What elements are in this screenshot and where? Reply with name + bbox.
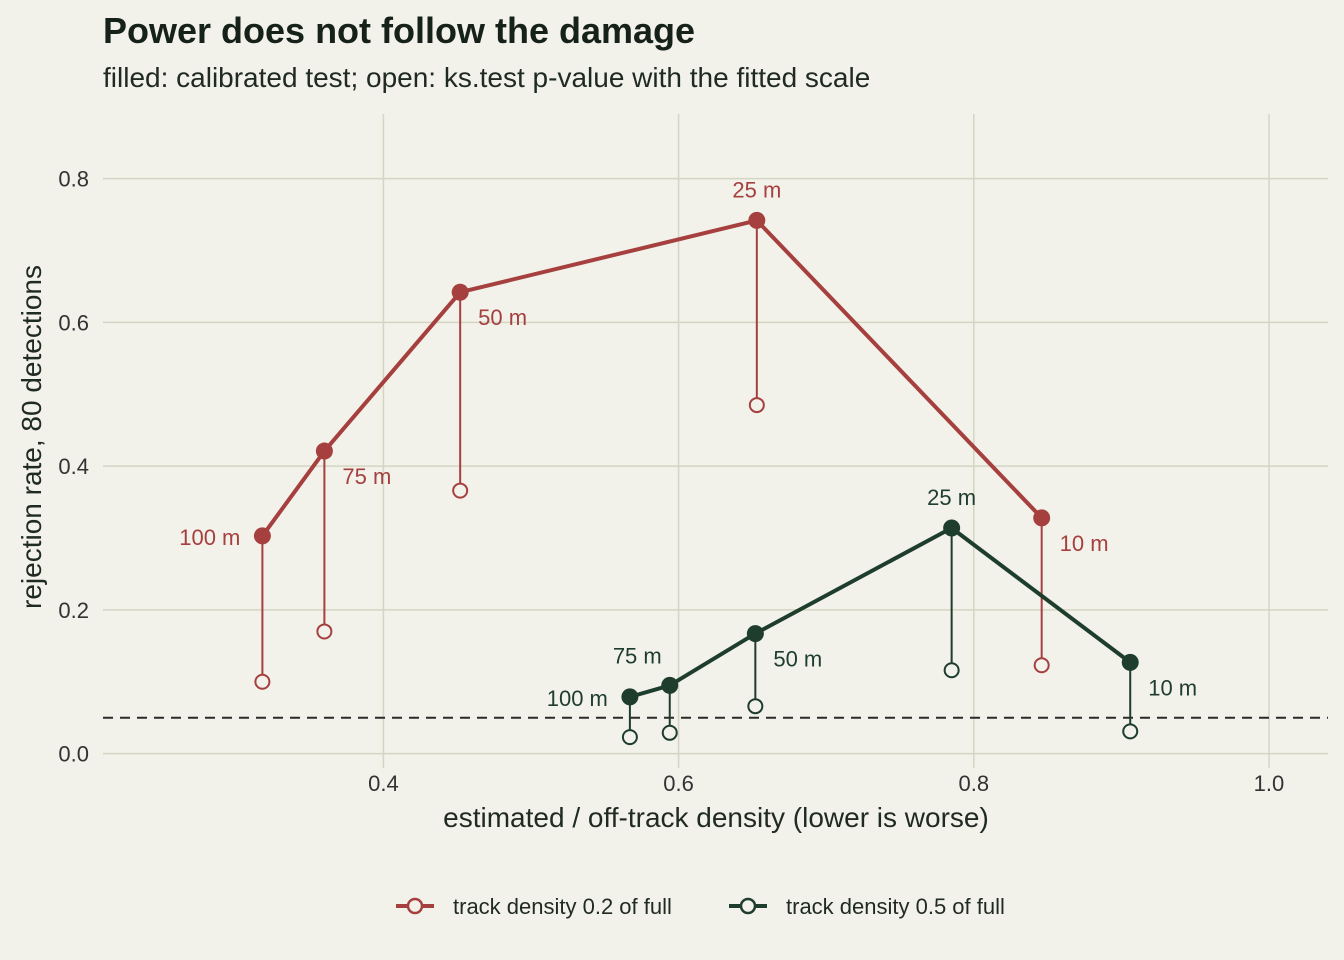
calibrated-point — [746, 625, 764, 643]
ks-point — [661, 724, 678, 741]
calibrated-point — [661, 676, 679, 694]
y-tick-label: 0.4 — [58, 454, 89, 479]
y-tick-label: 0.6 — [58, 310, 89, 335]
x-tick-label: 1.0 — [1254, 771, 1285, 796]
ks-point — [943, 662, 960, 679]
chart-subtitle: filled: calibrated test; open: ks.test p… — [103, 62, 871, 93]
x-tick-label: 0.8 — [958, 771, 989, 796]
tick-labels: 0.4 0.6 0.8 1.0 0.0 0.2 0.4 0.6 0.8 — [58, 167, 1284, 796]
y-tick-label: 0.0 — [58, 742, 89, 767]
point-label: 25 m — [927, 485, 976, 510]
ks-point — [748, 397, 765, 414]
legend-key-marker — [406, 897, 424, 915]
chart-title: Power does not follow the damage — [103, 10, 696, 51]
ks-point — [452, 482, 469, 499]
series-line — [629, 526, 1132, 699]
series-lines — [260, 218, 1132, 699]
point-label: 75 m — [613, 643, 662, 668]
calibrated-point — [315, 442, 333, 460]
legend-key-marker — [739, 897, 757, 915]
x-tick-label: 0.6 — [663, 771, 694, 796]
ks-point — [254, 673, 271, 690]
calibrated-point — [621, 688, 639, 706]
point-label: 100 m — [547, 686, 608, 711]
calibrated-point — [253, 527, 271, 545]
legend-label: track density 0.2 of full — [453, 894, 672, 919]
stems — [261, 220, 1132, 738]
y-tick-label: 0.8 — [58, 167, 89, 192]
ks-point — [1122, 723, 1139, 740]
point-label: 50 m — [478, 305, 527, 330]
legend-label: track density 0.5 of full — [786, 894, 1005, 919]
calibrated-point — [748, 211, 766, 229]
x-axis-title: estimated / off-track density (lower is … — [443, 802, 989, 833]
x-tick-label: 0.4 — [368, 771, 399, 796]
legend: track density 0.2 of full track density 0… — [396, 894, 1005, 919]
point-label: 50 m — [773, 647, 822, 672]
point-label: 100 m — [179, 525, 240, 550]
y-axis-title: rejection rate, 80 detections — [16, 265, 47, 609]
point-label: 75 m — [342, 464, 391, 489]
point-label: 10 m — [1060, 531, 1109, 556]
points — [253, 211, 1139, 746]
ks-point — [1033, 657, 1050, 674]
point-label: 25 m — [732, 177, 781, 202]
point-label: 10 m — [1148, 675, 1197, 700]
ks-point — [316, 623, 333, 640]
calibrated-point — [1033, 509, 1051, 527]
calibrated-point — [451, 283, 469, 301]
grid — [103, 114, 1328, 768]
ks-point — [621, 729, 638, 746]
y-tick-label: 0.2 — [58, 598, 89, 623]
calibrated-point — [1121, 653, 1139, 671]
calibrated-point — [943, 519, 961, 537]
ks-point — [747, 698, 764, 715]
